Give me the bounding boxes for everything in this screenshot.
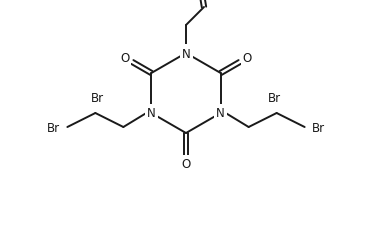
Text: O: O <box>121 52 130 65</box>
Text: N: N <box>147 107 156 120</box>
Text: Br: Br <box>47 122 60 135</box>
Text: Br: Br <box>312 122 325 135</box>
Text: O: O <box>182 157 190 170</box>
Text: N: N <box>216 107 225 120</box>
Text: Br: Br <box>91 91 104 104</box>
Text: N: N <box>182 47 190 60</box>
Text: O: O <box>242 52 251 65</box>
Text: Br: Br <box>268 91 281 104</box>
